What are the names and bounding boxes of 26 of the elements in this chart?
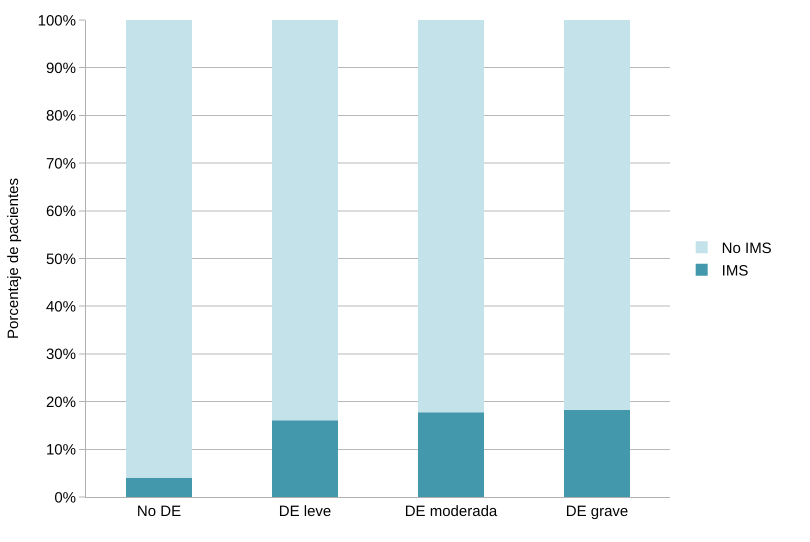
bar <box>272 420 338 497</box>
bar <box>564 410 630 497</box>
y-tick-label: 50% <box>46 250 76 268</box>
y-axis-title: Porcentaje de pacientes <box>4 178 22 339</box>
bar <box>418 412 484 497</box>
y-tick-label: 0% <box>54 489 76 506</box>
y-tick-label: 70% <box>46 155 76 172</box>
bar <box>418 20 484 413</box>
y-tick-label: 20% <box>46 394 76 411</box>
legend-label: IMS <box>722 262 748 280</box>
x-tick-label: DE grave <box>566 503 628 520</box>
y-tick-label: 30% <box>46 346 76 364</box>
x-tick-label: No DE <box>136 503 182 520</box>
x-tick-label: DE moderada <box>404 503 498 520</box>
y-tick-label: 10% <box>46 442 76 459</box>
y-tick-label: 90% <box>46 60 76 77</box>
y-tick-label: 60% <box>46 203 76 220</box>
bar <box>272 20 338 421</box>
y-tick-label: 80% <box>46 108 76 125</box>
x-tick-label: DE leve <box>278 503 332 520</box>
bar <box>564 20 630 410</box>
bar <box>126 20 192 478</box>
bar <box>126 478 192 497</box>
legend-label: No IMS <box>722 240 772 258</box>
y-tick-label: 100% <box>38 12 76 30</box>
y-tick-label: 40% <box>46 298 76 316</box>
